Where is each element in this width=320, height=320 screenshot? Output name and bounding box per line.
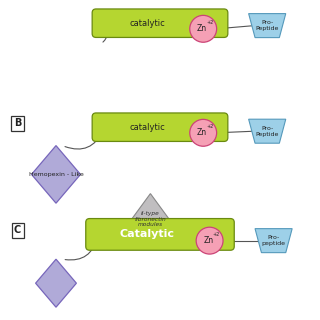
Text: C: C: [14, 225, 21, 236]
Text: Catalytic: Catalytic: [120, 229, 175, 239]
Text: B: B: [14, 118, 21, 128]
Text: Zn: Zn: [197, 24, 207, 33]
Polygon shape: [115, 194, 186, 242]
Text: catalytic: catalytic: [129, 123, 165, 132]
FancyBboxPatch shape: [92, 113, 228, 141]
Text: Zn: Zn: [203, 236, 213, 245]
Text: Hemopexin - Like: Hemopexin - Like: [28, 172, 84, 177]
FancyBboxPatch shape: [92, 9, 228, 37]
Polygon shape: [255, 229, 292, 253]
Text: Pro-
Peptide: Pro- Peptide: [255, 20, 279, 31]
Polygon shape: [32, 146, 81, 203]
Circle shape: [190, 119, 217, 146]
Text: Zn: Zn: [197, 128, 207, 137]
Polygon shape: [36, 259, 76, 307]
Text: +2: +2: [212, 232, 220, 237]
Polygon shape: [249, 119, 286, 143]
Text: Pro-
Peptide: Pro- Peptide: [255, 126, 279, 137]
Text: II-type
fibronectin
modules: II-type fibronectin modules: [134, 211, 166, 228]
Text: Pro-
peptide: Pro- peptide: [262, 235, 286, 246]
Text: catalytic: catalytic: [129, 19, 165, 28]
Circle shape: [190, 15, 217, 42]
Circle shape: [196, 227, 223, 254]
FancyBboxPatch shape: [86, 219, 234, 250]
Text: +2: +2: [206, 124, 213, 129]
Text: +2: +2: [206, 20, 213, 25]
Polygon shape: [249, 13, 286, 38]
